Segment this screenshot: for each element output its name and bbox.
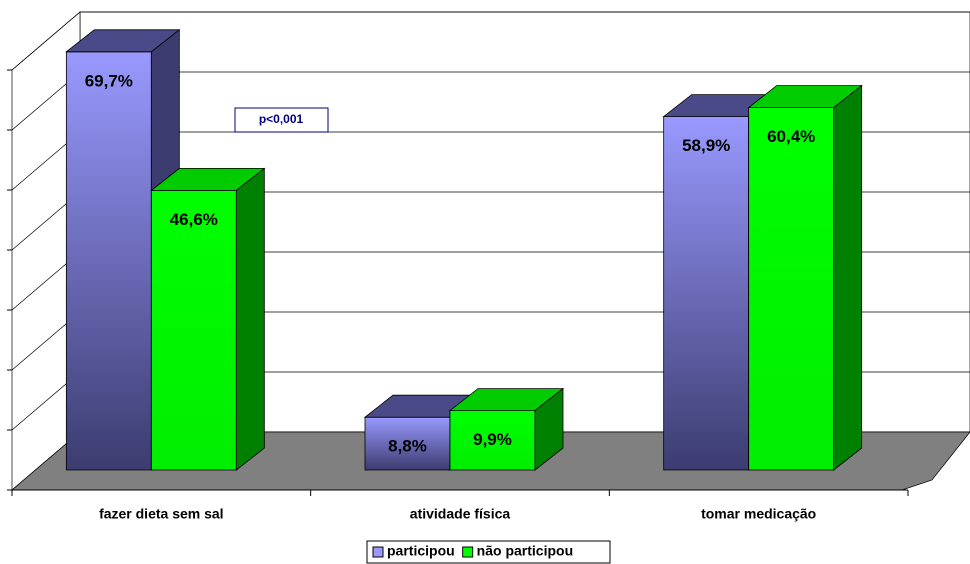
legend-swatch bbox=[462, 546, 474, 558]
bar-side bbox=[833, 84, 863, 471]
data-label: 58,9% bbox=[682, 136, 730, 155]
data-label: 60,4% bbox=[767, 127, 815, 146]
data-label: 8,8% bbox=[388, 437, 427, 456]
bar-front bbox=[663, 116, 750, 471]
legend-label: não participou bbox=[477, 543, 573, 559]
bar bbox=[150, 167, 266, 471]
bar-side bbox=[534, 387, 564, 471]
bar-front bbox=[65, 51, 152, 471]
legend-box bbox=[366, 540, 611, 564]
data-label: 9,9% bbox=[473, 430, 512, 449]
x-tick-label: tomar medicação bbox=[701, 506, 816, 522]
bar-front bbox=[150, 189, 237, 471]
annotation: p<0,001 bbox=[259, 112, 304, 126]
annotation-box bbox=[234, 107, 329, 133]
x-tick-label: fazer dieta sem sal bbox=[99, 506, 224, 522]
x-tick-label: atividade física bbox=[410, 506, 511, 522]
bar-side bbox=[235, 167, 265, 471]
bar bbox=[747, 84, 863, 471]
legend-swatch bbox=[372, 546, 384, 558]
grid-line bbox=[11, 11, 81, 71]
bar-front bbox=[748, 107, 835, 471]
bar bbox=[448, 387, 565, 471]
data-label: 46,6% bbox=[170, 210, 218, 229]
legend: participou não participou bbox=[366, 540, 611, 564]
legend-label: participou bbox=[387, 543, 455, 559]
data-label: 69,7% bbox=[85, 71, 133, 90]
